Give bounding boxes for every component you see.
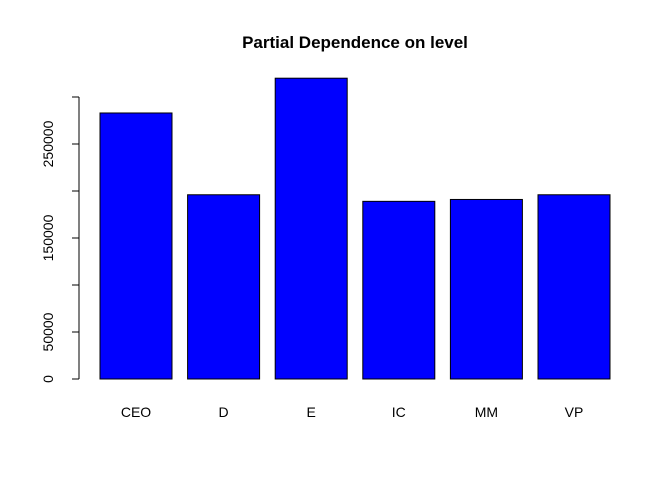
bar-e [274,77,348,380]
x-label-mm: MM [475,404,498,420]
x-label-ceo: CEO [121,404,151,420]
bar-ceo [99,112,173,380]
x-label-ic: IC [392,404,406,420]
x-label-d: D [219,404,229,420]
y-tick-label: 50000 [40,312,56,351]
y-tick-label: 150000 [40,214,56,261]
y-tick-label: 0 [40,375,56,383]
y-axis: 0 50000 150000 250000 [40,96,80,383]
bar-d [187,194,261,380]
bar-vp [537,194,611,380]
bars [99,77,611,380]
x-label-vp: VP [565,404,584,420]
y-tick-label: 250000 [40,120,56,167]
x-axis-labels: CEO D E IC MM VP [121,404,584,420]
bar-mm [449,198,523,380]
x-label-e: E [307,404,316,420]
bar-ic [362,200,436,380]
chart-title: Partial Dependence on level [242,33,468,52]
